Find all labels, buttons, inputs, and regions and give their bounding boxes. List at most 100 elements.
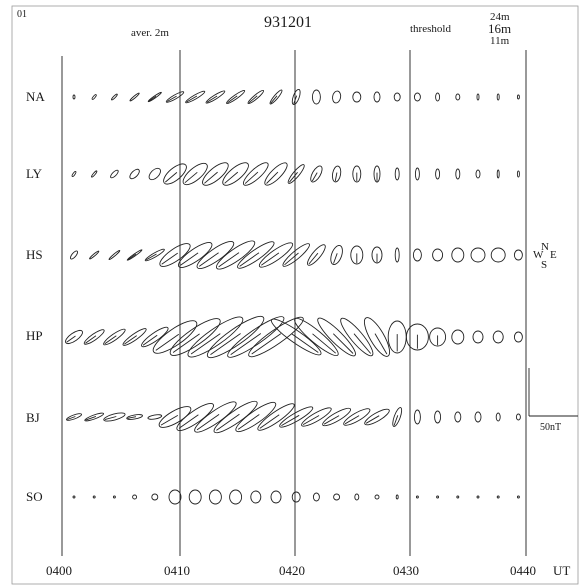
polarization-ellipse	[330, 244, 343, 266]
polarization-ellipse	[454, 411, 462, 423]
polarization-ellipse	[455, 168, 461, 180]
polarization-ellipse	[476, 495, 480, 499]
polarization-ellipse	[392, 407, 403, 427]
polarization-ellipse	[413, 92, 421, 102]
compass-south: S	[541, 259, 547, 271]
polarization-tick	[311, 172, 318, 182]
polarization-ellipse	[151, 493, 159, 501]
ellipse-layer	[65, 88, 523, 505]
polarization-ellipse	[474, 411, 482, 423]
polarization-ellipse	[332, 90, 342, 104]
polarization-tick	[172, 333, 200, 353]
polarization-ellipse	[373, 165, 381, 183]
polarization-ellipse	[83, 329, 105, 345]
polarization-tick	[333, 253, 338, 264]
polarization-ellipse	[237, 241, 275, 269]
average-label: aver. 2m	[131, 27, 169, 39]
date-code: 931201	[264, 14, 312, 31]
polarization-ellipse	[91, 170, 98, 178]
polarization-ellipse	[373, 91, 381, 103]
polarization-ellipse	[147, 414, 163, 420]
polarization-tick	[365, 415, 380, 424]
polarization-ellipse	[451, 247, 465, 263]
polarization-ellipse	[65, 329, 83, 345]
polarization-ellipse	[196, 241, 235, 269]
station-label-bj: BJ	[26, 410, 40, 425]
polarization-tick	[104, 416, 117, 421]
polarization-ellipse	[229, 489, 243, 505]
polarization-ellipse	[291, 88, 301, 106]
polarization-tick	[216, 413, 240, 431]
polarization-ellipse	[354, 493, 360, 501]
polarization-ellipse	[213, 400, 258, 434]
polarization-ellipse	[352, 165, 362, 183]
polarization-ellipse	[144, 248, 165, 262]
polarization-ellipse	[495, 412, 501, 422]
polarization-tick	[161, 252, 178, 265]
polarization-ellipse	[414, 167, 420, 181]
polarization-ellipse	[194, 401, 237, 433]
threshold-label: threshold	[410, 23, 451, 35]
threshold-value-bottom: 11m	[490, 35, 510, 47]
polarization-tick	[190, 333, 221, 355]
polarization-ellipse	[242, 162, 269, 186]
polarization-ellipse	[89, 250, 100, 260]
polarization-tick	[308, 252, 319, 265]
polarization-ellipse	[394, 247, 400, 263]
polarization-ellipse	[72, 94, 76, 100]
polarization-ellipse	[257, 403, 295, 431]
polarization-ellipse	[279, 406, 314, 428]
polarization-ellipse	[333, 493, 341, 501]
polarization-tick	[184, 171, 198, 184]
polarization-ellipse	[350, 245, 364, 265]
polarization-ellipse	[66, 413, 82, 421]
polarization-tick	[261, 252, 280, 266]
polarization-tick	[127, 253, 137, 260]
polarization-ellipse	[250, 490, 262, 504]
time-label-0410: 0410	[164, 563, 190, 578]
polarization-ellipse	[331, 165, 342, 183]
polarization-tick	[244, 171, 259, 184]
polarization-ellipse	[103, 412, 126, 422]
polarization-ellipse	[516, 170, 520, 178]
polarization-ellipse	[490, 247, 506, 263]
polarization-ellipse	[340, 317, 374, 357]
polarization-ellipse	[322, 407, 352, 427]
polarization-tick	[198, 252, 219, 267]
polarization-ellipse	[72, 495, 76, 499]
polarization-tick	[124, 335, 137, 345]
polarization-ellipse	[307, 244, 326, 266]
polarization-tick	[284, 252, 299, 266]
polarization-ellipse	[282, 243, 310, 267]
polarization-ellipse	[405, 323, 429, 351]
polarization-ellipse	[69, 250, 79, 260]
polarization-tick	[374, 333, 388, 355]
polarization-tick	[166, 95, 177, 102]
polarization-ellipse	[393, 92, 401, 102]
polarization-tick	[288, 172, 298, 183]
polarization-ellipse	[147, 91, 162, 103]
polarization-tick	[127, 416, 137, 419]
threshold-value-mid: 16m	[488, 21, 511, 36]
compass-rose: N W E S	[533, 241, 557, 271]
polarization-tick	[302, 415, 320, 425]
polarization-ellipse	[108, 249, 121, 261]
polarization-tick	[165, 172, 178, 183]
polarization-tick	[148, 95, 157, 102]
polarization-ellipse	[208, 489, 222, 505]
polarization-ellipse	[352, 91, 362, 103]
polarization-ellipse	[317, 317, 356, 357]
polarization-tick	[293, 95, 298, 104]
polarization-ellipse	[476, 93, 480, 101]
polarization-tick	[85, 335, 97, 344]
compass-east: E	[550, 249, 557, 261]
polarization-ellipse	[513, 331, 523, 343]
polarization-ellipse	[270, 490, 282, 504]
corner-label: 01	[17, 9, 27, 20]
polarization-tick	[230, 333, 262, 355]
polarization-ellipse	[492, 330, 504, 344]
polarization-ellipse	[496, 169, 500, 179]
polarization-ellipse	[343, 408, 371, 426]
polarization-tick	[155, 333, 180, 351]
